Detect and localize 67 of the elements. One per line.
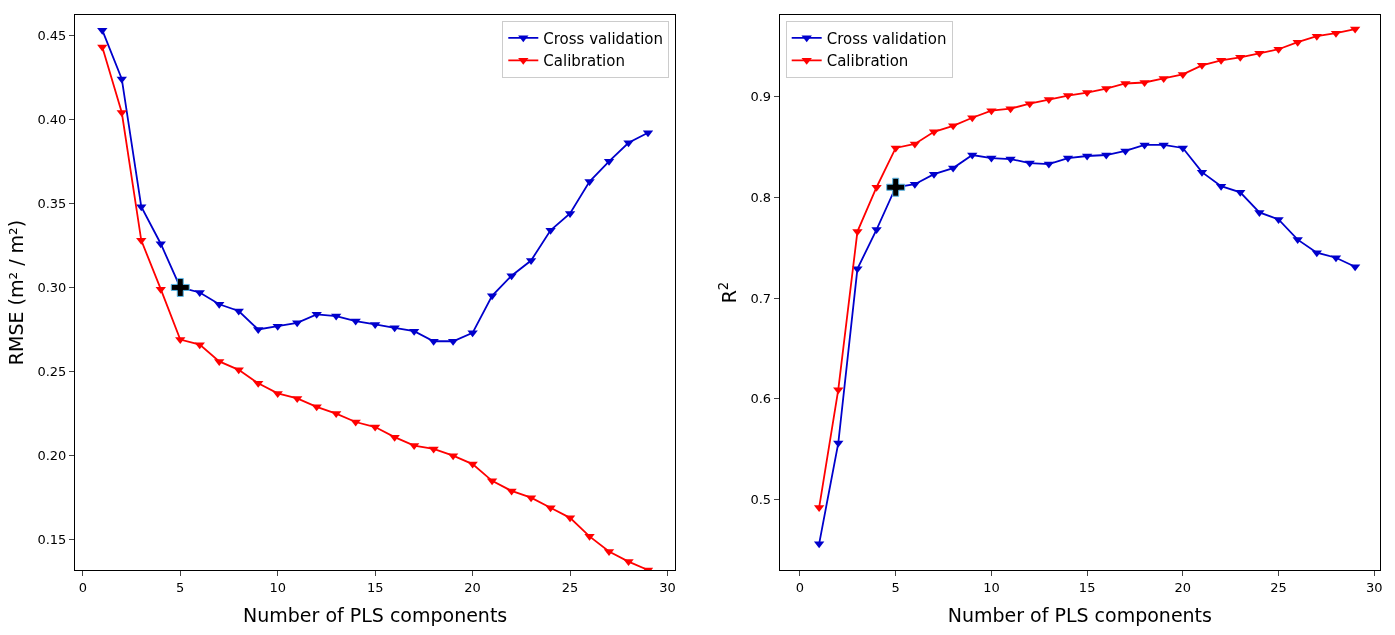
point [833,387,844,395]
y-tick-label: 0.35 [37,195,67,211]
x-tick-label: 10 [269,579,286,595]
x-tick-label: 25 [561,579,579,595]
point [1005,156,1016,164]
x-tick-label: 15 [1078,579,1096,595]
y-tick-label: 0.6 [750,391,772,407]
point [1024,101,1035,109]
x-tick-label: 10 [983,579,1000,595]
point [155,286,166,294]
point [967,115,978,123]
point [194,342,205,350]
point [175,337,186,345]
point [116,110,127,118]
y-tick-label: 0.20 [37,448,67,464]
point [136,204,147,212]
point [967,152,978,160]
point [623,559,634,567]
point [1292,237,1303,245]
y-tick-label: 0.9 [750,89,772,105]
point [350,419,361,427]
point [1101,152,1112,160]
legend-label: Cross validation [543,29,664,48]
x-axis-title: Number of PLS components [947,604,1212,627]
y-tick-label: 0.45 [37,27,67,43]
legend-label: Calibration [826,52,909,71]
point [233,308,244,316]
y-tick-label: 0.7 [750,290,772,306]
point [1024,160,1035,168]
x-tick-label: 5 [176,579,185,595]
point [272,323,283,331]
point [506,273,517,281]
legend-label: Cross validation [826,29,947,48]
x-tick-label: 0 [78,579,87,595]
point [155,241,166,249]
point [97,27,108,35]
y-axis-title: RMSE (m² / m²) [5,219,28,366]
point [833,440,844,448]
x-tick-label: 15 [366,579,384,595]
point [986,108,997,116]
point [871,227,882,235]
point [97,44,108,52]
point [389,434,400,442]
y-tick-label: 0.30 [37,280,67,295]
x-tick-label: 20 [464,579,481,595]
point [1292,39,1303,47]
x-tick-label: 20 [1174,579,1192,595]
x-tick-label: 0 [795,579,805,595]
x-tick-label: 30 [659,579,676,595]
x-tick-label: 25 [1270,579,1287,595]
point [1101,86,1112,94]
y-tick-label: 0.8 [750,189,772,205]
x-tick-label: 5 [891,579,900,595]
point [170,277,190,297]
point [350,318,361,326]
y-tick-label: 0.40 [37,111,67,127]
point [1005,106,1016,114]
x-axis-title: Number of PLS components [243,604,508,627]
point [467,461,478,469]
y-tick-label: 0.5 [750,492,772,508]
y-tick-label: 0.25 [37,364,67,380]
point [852,229,863,237]
point [886,177,906,197]
point [871,184,882,192]
y-tick-label: 0.15 [37,532,67,548]
legend-label: Calibration [543,52,625,71]
x-tick-label: 30 [1365,579,1383,595]
